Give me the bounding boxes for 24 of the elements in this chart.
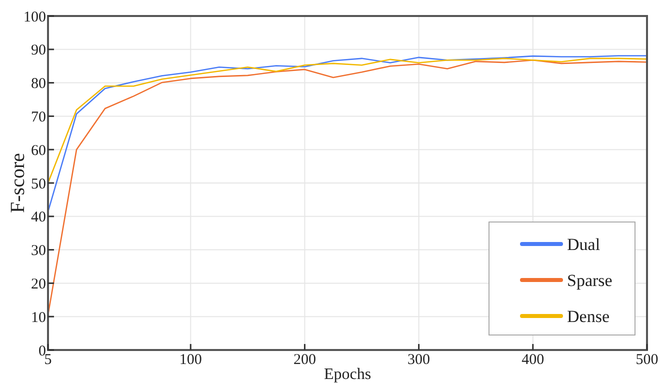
line-series <box>47 55 648 212</box>
x-axis-title: Epochs <box>324 366 372 383</box>
y-tick-label: 90 <box>31 42 46 59</box>
y-tick-label: 50 <box>31 176 46 192</box>
y-tick-label: 30 <box>31 243 46 260</box>
legend-label: Sparse <box>567 270 612 290</box>
x-tick-label: 400 <box>522 352 544 368</box>
x-tick-label: 300 <box>408 352 430 368</box>
y-tick-label: 20 <box>31 276 46 292</box>
y-tick-label: 60 <box>31 142 46 159</box>
x-tick-label: 5 <box>44 352 52 368</box>
line-series <box>47 58 648 184</box>
x-tick-label: 500 <box>636 352 658 368</box>
x-tick-label: 100 <box>179 352 202 368</box>
y-tick-label: 100 <box>24 9 46 26</box>
y-tick-label: 70 <box>31 109 46 126</box>
legend-label: Dual <box>567 234 600 254</box>
y-axis-title: F-score <box>7 152 29 213</box>
legend-label: Dense <box>567 306 610 326</box>
y-tick-label: 80 <box>31 76 46 92</box>
y-tick-label: 0 <box>38 343 46 360</box>
x-tick-label: 200 <box>293 352 316 368</box>
y-tick-label: 40 <box>31 210 46 226</box>
y-tick-label: 10 <box>31 310 46 326</box>
